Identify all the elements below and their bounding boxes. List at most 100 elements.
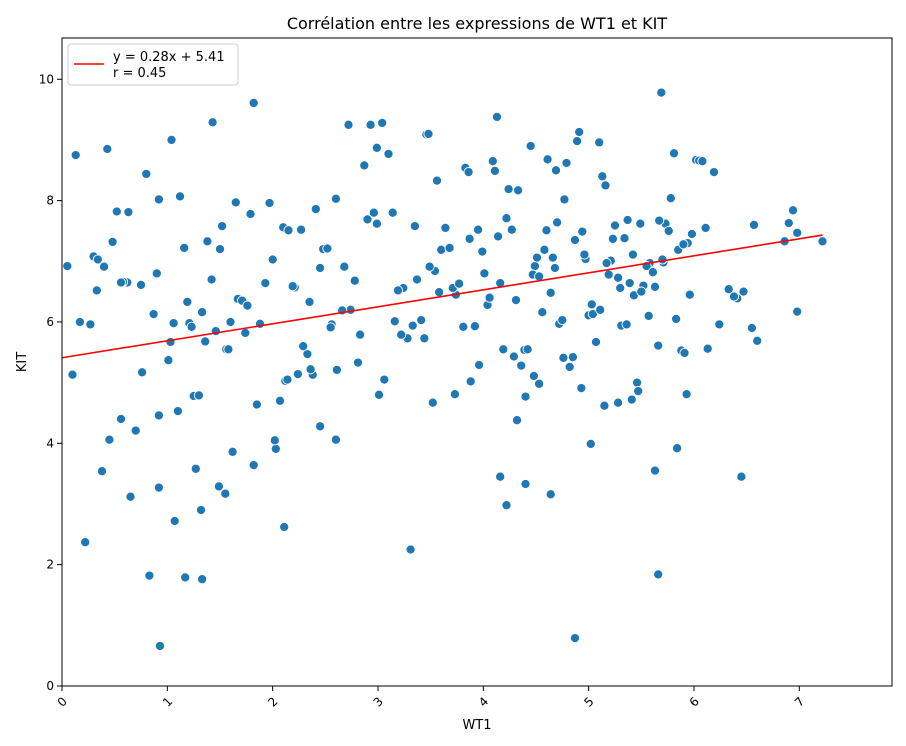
data-point <box>424 261 435 272</box>
data-point <box>746 322 757 334</box>
data-point <box>464 233 475 244</box>
chart-title: Corrélation entre les expressions de WT1… <box>287 14 668 33</box>
data-point <box>738 286 749 297</box>
data-point <box>817 236 828 247</box>
data-point <box>220 488 231 499</box>
data-point <box>681 389 692 400</box>
data-point <box>368 207 379 218</box>
data-point <box>569 234 581 246</box>
data-point <box>463 167 474 178</box>
data-point <box>487 156 498 167</box>
data-point <box>736 471 747 482</box>
data-point <box>230 197 241 208</box>
y-axis-label: KIT <box>15 352 30 372</box>
data-point <box>624 278 635 289</box>
data-point <box>603 269 614 280</box>
data-point <box>172 406 183 417</box>
data-point <box>339 261 350 272</box>
data-point <box>315 421 326 432</box>
data-point <box>559 194 570 205</box>
data-point <box>67 369 78 380</box>
data-point <box>392 285 404 296</box>
data-point <box>549 262 560 274</box>
data-point <box>345 304 356 315</box>
data-point <box>225 316 236 328</box>
data-point <box>752 335 763 346</box>
data-point <box>498 344 509 355</box>
data-point <box>792 227 803 238</box>
data-point <box>708 167 720 178</box>
data-point <box>245 208 256 220</box>
data-point <box>458 321 469 332</box>
points-layer <box>62 87 828 652</box>
data-point <box>657 254 668 265</box>
data-point <box>207 117 218 128</box>
data-point <box>653 569 664 580</box>
y-tick-label: 4 <box>46 436 54 450</box>
data-point <box>91 285 102 296</box>
data-point <box>302 349 313 360</box>
data-point <box>561 157 572 169</box>
data-point <box>531 252 543 263</box>
data-point <box>377 117 388 128</box>
data-point <box>165 336 176 348</box>
data-point <box>663 225 674 236</box>
data-point <box>550 165 562 176</box>
data-point <box>613 397 624 408</box>
data-point <box>267 254 278 265</box>
data-point <box>85 319 96 330</box>
data-point <box>104 434 115 445</box>
y-tick-label: 10 <box>39 72 54 86</box>
y-tick-label: 6 <box>46 315 54 329</box>
data-point <box>396 329 407 340</box>
x-axis-label: WT1 <box>462 718 491 733</box>
data-point <box>349 275 360 286</box>
data-point <box>419 333 430 344</box>
data-point <box>151 268 162 279</box>
regression-layer <box>61 234 823 359</box>
data-point <box>671 313 682 324</box>
data-point <box>111 206 122 217</box>
data-point <box>449 389 460 400</box>
data-point <box>407 320 418 331</box>
data-point <box>330 193 341 204</box>
data-point <box>587 309 598 320</box>
data-point <box>672 443 683 454</box>
legend-box <box>67 43 239 86</box>
data-point <box>564 361 575 372</box>
data-point <box>493 231 504 242</box>
data-point <box>700 222 711 233</box>
data-point <box>636 286 647 297</box>
data-point <box>537 307 548 318</box>
data-point <box>200 336 211 347</box>
data-point <box>264 197 275 209</box>
data-point <box>163 355 174 366</box>
data-point <box>558 352 569 363</box>
data-point <box>373 389 385 400</box>
data-point <box>440 222 451 233</box>
data-point <box>506 224 517 235</box>
data-point <box>609 220 621 231</box>
data-point <box>567 352 578 363</box>
data-point <box>141 168 152 179</box>
data-point <box>489 165 500 176</box>
data-point <box>520 391 531 402</box>
y-tick-label: 2 <box>46 558 54 572</box>
data-point <box>371 218 382 229</box>
data-point <box>260 278 271 289</box>
data-point <box>473 224 484 235</box>
data-point <box>330 434 341 445</box>
data-point <box>296 224 307 235</box>
data-point <box>622 214 633 226</box>
data-point <box>572 136 583 147</box>
data-point <box>522 344 533 355</box>
data-point <box>202 236 213 247</box>
data-point <box>599 400 610 411</box>
data-point <box>283 225 294 236</box>
data-point <box>362 214 373 225</box>
data-point <box>665 193 676 204</box>
data-point <box>359 160 370 171</box>
data-point <box>206 274 217 285</box>
data-point <box>343 119 354 130</box>
data-point <box>287 281 298 292</box>
